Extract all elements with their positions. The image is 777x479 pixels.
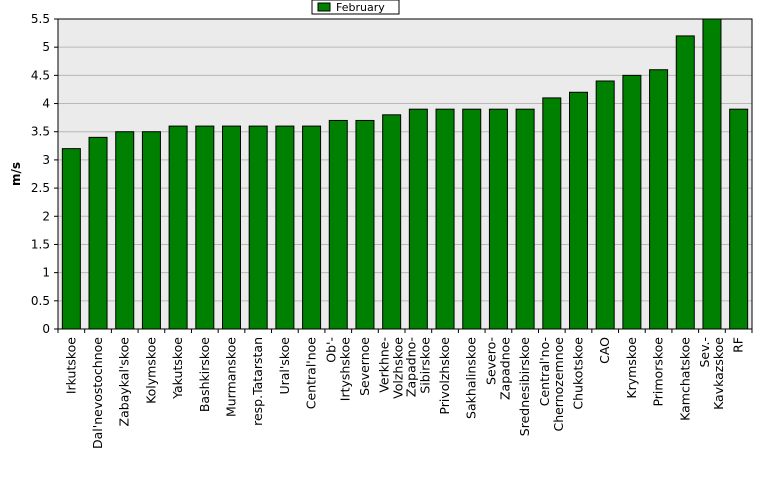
x-tick-label: Kavkazskoe [711, 337, 726, 410]
x-tick-label: Sibirskoe [417, 337, 432, 394]
bar [195, 125, 215, 330]
bar [88, 136, 108, 330]
x-tick-label: Chukotskoe [571, 337, 586, 410]
y-tick-label: 1 [42, 266, 50, 280]
y-tick-label: 0.5 [31, 294, 50, 308]
y-tick-label: 4 [42, 97, 50, 111]
x-tick-label: Srednesibirskoe [517, 337, 532, 437]
x-tick-label: Chernozemnoe [551, 337, 566, 432]
x-tick-label: Murmanskoe [224, 337, 239, 417]
x-tick-label: CAO [597, 337, 612, 364]
bar [355, 119, 375, 330]
y-axis-label: m/s [9, 162, 23, 186]
bar [302, 125, 322, 330]
bar [675, 35, 695, 330]
x-tick-label: Zapadnoe [497, 337, 512, 400]
y-tick-label: 5.5 [31, 12, 50, 26]
y-tick-label: 2.5 [31, 181, 50, 195]
bar [729, 108, 749, 330]
x-tick-label: Dal'nevostochnoe [90, 337, 105, 449]
bar [488, 108, 508, 330]
bar [382, 114, 402, 330]
plot-area [58, 19, 752, 329]
x-tick-label: Primorskoe [651, 337, 666, 407]
legend: February [311, 0, 400, 15]
bar [542, 97, 562, 330]
bar [622, 74, 642, 330]
x-tick-label: Irtyshskoe [337, 337, 352, 402]
x-tick-label: Ob'- [323, 337, 338, 363]
y-tick-label: 0 [42, 322, 50, 336]
y-tick-label: 3.5 [31, 125, 50, 139]
y-tick-label: 2 [42, 209, 50, 223]
y-tick-label: 1.5 [31, 237, 50, 251]
x-tick-label: Kamchatskoe [677, 337, 692, 421]
x-tick-label: Krymskoe [624, 337, 639, 399]
x-tick-label: Verkhne- [377, 337, 392, 393]
x-axis-ticks: Irkutskoe Dal'nevostochnoe Zabaykal'skoe Ko… [57, 329, 753, 449]
bar [569, 91, 588, 330]
bar [141, 131, 161, 330]
x-tick-label: Central'noe [304, 337, 319, 410]
bar [115, 131, 135, 330]
bar [168, 125, 188, 330]
x-tick-label: resp.Tatarstan [250, 337, 265, 426]
bar [435, 108, 455, 330]
bar [462, 108, 482, 330]
bar [275, 125, 295, 330]
x-tick-label: Yakutskoe [170, 337, 185, 400]
x-tick-label: Irkutskoe [63, 337, 78, 394]
legend-entry: February [336, 1, 385, 14]
x-tick-label: Sakhalinskoe [464, 337, 479, 419]
x-tick-label: Central'no- [537, 337, 552, 406]
x-tick-label: Kolymskoe [143, 337, 158, 404]
legend-swatch [317, 2, 331, 12]
x-tick-label: RF [731, 337, 746, 353]
bar [595, 80, 615, 330]
bar [515, 108, 535, 330]
y-tick-label: 4.5 [31, 68, 50, 82]
x-tick-label: Bashkirskoe [197, 337, 212, 412]
x-tick-label: Privolzhskoe [437, 337, 452, 415]
legend-box [311, 0, 400, 15]
y-axis-ticks: 0 0.5 1 1.5 2 2.5 3 3.5 4 4.5 5 5.5 [31, 12, 58, 336]
bar [248, 125, 268, 330]
x-tick-label: Volzhskoe [391, 337, 406, 399]
x-tick-label: Zapadno- [403, 337, 418, 397]
x-tick-label: Severnoe [357, 337, 372, 396]
x-tick-label: Severo- [483, 337, 498, 385]
x-tick-label: Sev.- [697, 337, 712, 368]
x-tick-label: Zabaykal'skoe [117, 337, 132, 427]
bar [328, 119, 348, 330]
bar [222, 125, 241, 330]
bar [649, 69, 669, 330]
y-tick-label: 5 [42, 40, 50, 54]
y-tick-label: 3 [42, 153, 50, 167]
bar [61, 148, 81, 330]
bar [408, 108, 428, 330]
bar [702, 18, 722, 330]
x-tick-label: Ural'skoe [277, 337, 292, 395]
